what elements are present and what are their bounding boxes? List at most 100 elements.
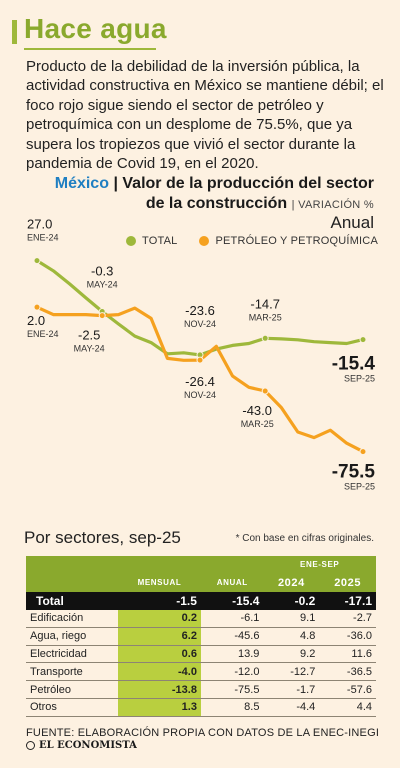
col-header-anual: ANUAL <box>200 573 264 592</box>
data-point-1-0 <box>33 303 41 311</box>
title-accent-bar <box>12 20 17 44</box>
cell-2024: -12.7 <box>263 662 320 682</box>
data-point-1-20 <box>359 448 367 456</box>
cell-2024: -1.7 <box>263 680 320 700</box>
title-underline <box>24 48 156 50</box>
data-label-value: -23.6 <box>185 303 215 318</box>
data-label-value: -15.4 <box>332 354 376 375</box>
data-point-0-0 <box>33 257 41 265</box>
cell-2025: 11.6 <box>319 645 376 664</box>
table-row: Petróleo -13.8 -75.5 -1.7 -57.6 <box>26 680 376 700</box>
cell-anual: -12.0 <box>200 662 264 682</box>
chart-title-line2: de la construcción <box>145 195 288 212</box>
cell-anual: -15.4 <box>200 591 264 610</box>
chart-country: México <box>54 175 109 192</box>
cell-mensual: 0.2 <box>118 609 201 628</box>
table-row: Otros 1.3 8.5 -4.4 4.4 <box>26 698 376 717</box>
data-point-1-4 <box>98 312 106 320</box>
data-label-date: ENE-24 <box>27 233 59 243</box>
cell-2025: -17.1 <box>319 591 376 610</box>
col-header-2024: 2024 <box>263 573 320 592</box>
data-point-1-14 <box>261 387 269 395</box>
intro-paragraph: Producto de la debilidad de la inversión… <box>26 58 384 173</box>
cell-mensual: -13.8 <box>118 680 201 700</box>
row-name: Edificación <box>26 609 118 628</box>
chart-period: Anual <box>330 213 374 232</box>
col-header-mensual: MENSUAL <box>118 573 201 592</box>
row-name: Agua, riego <box>26 627 118 646</box>
data-label-value: 2.0 <box>27 313 45 328</box>
chart-unit: | VARIACIÓN % <box>291 199 374 211</box>
data-label-value: -2.5 <box>78 328 100 343</box>
cell-2024: 9.2 <box>263 645 320 664</box>
cell-anual: -75.5 <box>200 680 264 700</box>
data-label-value: -0.3 <box>91 263 113 278</box>
cell-2024: 4.8 <box>263 627 320 646</box>
cell-mensual: 0.6 <box>118 645 201 664</box>
cell-mensual: 1.3 <box>118 698 201 717</box>
table-group-row: ENE-SEP <box>26 556 376 574</box>
table-row-total: Total -1.5 -15.4 -0.2 -17.1 <box>26 591 376 610</box>
cell-2025: -57.6 <box>319 680 376 700</box>
data-point-0-20 <box>359 336 367 344</box>
table-row: Agua, riego 6.2 -45.6 4.8 -36.0 <box>26 627 376 646</box>
legend-swatch-petroleo <box>199 236 210 246</box>
data-label-date: NOV-24 <box>184 390 216 400</box>
brand-name: EL ECONOMISTA <box>39 740 137 751</box>
chart-title-line1: Valor de la producción del sector <box>122 175 374 192</box>
data-label-date: SEP-25 <box>344 482 375 492</box>
legend-swatch-total <box>126 236 137 246</box>
cell-mensual: -4.0 <box>118 662 201 682</box>
data-label-date: NOV-24 <box>184 319 216 329</box>
cell-2025: 4.4 <box>319 698 376 717</box>
row-name: Otros <box>26 698 118 717</box>
cell-2025: -36.0 <box>319 627 376 646</box>
row-name: Transporte <box>26 662 118 682</box>
page-title: Hace agua <box>24 13 167 44</box>
group-header-ene-sep: ENE-SEP <box>263 556 376 574</box>
cell-anual: 8.5 <box>200 698 264 717</box>
cell-anual: -6.1 <box>200 609 264 628</box>
cell-anual: -45.6 <box>200 627 264 646</box>
table-row: Transporte -4.0 -12.0 -12.7 -36.5 <box>26 662 376 682</box>
brand-icon <box>26 741 35 750</box>
data-label-date: ENE-24 <box>27 329 59 339</box>
cell-2024: -0.2 <box>263 591 320 610</box>
data-label-date: SEP-25 <box>344 374 375 384</box>
cell-2025: -2.7 <box>319 609 376 628</box>
cell-anual: 13.9 <box>200 645 264 664</box>
brand-logo: EL ECONOMISTA <box>26 740 137 751</box>
legend-label-petroleo: PETRÓLEO Y PETROQUÍMICA <box>215 235 378 247</box>
chart-title: México | Valor de la producción del sect… <box>24 174 374 215</box>
data-label-date: MAR-25 <box>249 312 282 322</box>
data-label-date: MAR-25 <box>241 419 274 429</box>
data-label-value: 27.0 <box>27 217 52 232</box>
sectors-table: ENE-SEP MENSUAL ANUAL 2024 2025 Total -1… <box>26 556 376 717</box>
cell-2025: -36.5 <box>319 662 376 682</box>
chart-title-separator: | <box>113 175 118 192</box>
sectors-note: * Con base en cifras originales. <box>235 533 374 544</box>
data-label-date: MAY-24 <box>87 279 118 289</box>
data-label-value: -43.0 <box>242 403 272 418</box>
chart-legend: TOTAL PETRÓLEO Y PETROQUÍMICA <box>126 235 378 247</box>
line-chart: 27.0ENE-24-0.3MAY-24-23.6NOV-24-14.7MAR-… <box>27 217 376 492</box>
data-label-value: -75.5 <box>332 462 376 483</box>
sectors-title: Por sectores, sep-25 <box>24 528 181 547</box>
col-header-2025: 2025 <box>319 573 376 592</box>
data-label-value: -26.4 <box>185 374 215 389</box>
data-point-1-10 <box>196 356 204 364</box>
cell-mensual: -1.5 <box>118 591 201 610</box>
data-label-date: MAY-24 <box>74 344 105 354</box>
row-name: Total <box>26 591 118 610</box>
table-row: Electricidad 0.6 13.9 9.2 11.6 <box>26 645 376 664</box>
cell-2024: 9.1 <box>263 609 320 628</box>
table-row: Edificación 0.2 -6.1 9.1 -2.7 <box>26 609 376 628</box>
cell-2024: -4.4 <box>263 698 320 717</box>
data-label-value: -14.7 <box>250 296 280 311</box>
data-point-0-14 <box>261 334 269 342</box>
row-name: Petróleo <box>26 680 118 700</box>
source-note: FUENTE: ELABORACIÓN PROPIA CON DATOS DE … <box>26 727 380 739</box>
legend-label-total: TOTAL <box>142 235 178 247</box>
table-header-row: MENSUAL ANUAL 2024 2025 <box>26 573 376 592</box>
cell-mensual: 6.2 <box>118 627 201 646</box>
